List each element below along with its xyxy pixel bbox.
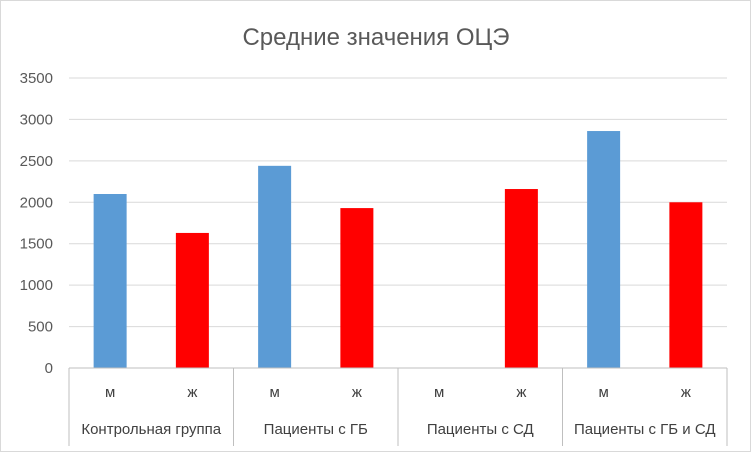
x-tick-label: м — [434, 384, 444, 401]
bar — [258, 165, 292, 368]
group-label: Пациенты с ГБ — [264, 421, 368, 438]
bar — [587, 131, 621, 368]
gridlines — [69, 77, 727, 328]
x-tick-label: ж — [187, 384, 197, 401]
y-tick-label: 0 — [45, 360, 53, 377]
group-label: Контрольная группа — [81, 421, 221, 438]
x-tick-label: ж — [681, 384, 691, 401]
bars — [93, 131, 703, 368]
y-tick-label: 1500 — [20, 236, 53, 253]
bar — [93, 194, 127, 368]
bar — [504, 189, 538, 368]
x-tick-label: м — [269, 384, 279, 401]
y-tick-label: 500 — [28, 319, 53, 336]
y-tick-label: 2000 — [20, 194, 53, 211]
x-tick-label: м — [105, 384, 115, 401]
chart-title: Средние значения ОЦЭ — [242, 24, 509, 51]
y-tick-label: 2500 — [20, 153, 53, 170]
y-tick-label: 1000 — [20, 277, 53, 294]
y-axis: 0 500 1000 1500 2000 2500 3000 3500 — [20, 70, 53, 377]
group-label: Пациенты с ГБ и СД — [574, 421, 716, 438]
x-tick-label: ж — [516, 384, 526, 401]
y-tick-label: 3500 — [20, 70, 53, 87]
bar — [340, 208, 374, 368]
bar — [175, 232, 209, 368]
group-label: Пациенты с СД — [427, 421, 534, 438]
x-axis: м ж Контрольная группа м ж Пациенты с ГБ м ж Пац… — [68, 367, 728, 446]
x-tick-label: м — [598, 384, 608, 401]
x-tick-label: ж — [352, 384, 362, 401]
bar — [669, 202, 703, 368]
y-tick-label: 3000 — [20, 111, 53, 128]
